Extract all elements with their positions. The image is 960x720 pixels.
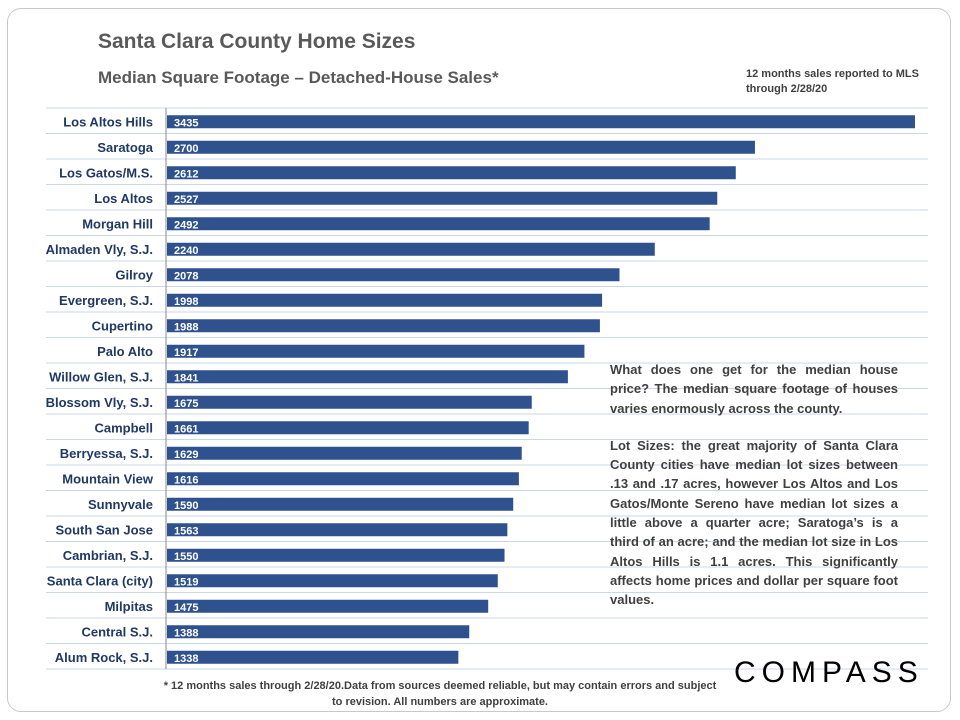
bar — [167, 574, 498, 588]
bar — [167, 344, 585, 358]
data-label: 1590 — [174, 500, 198, 512]
category-label: Mountain View — [62, 471, 154, 486]
data-label: 1475 — [174, 602, 198, 614]
data-label: 1519 — [174, 576, 198, 588]
category-label: Palo Alto — [97, 344, 153, 359]
category-label: Cambrian, S.J. — [63, 548, 153, 563]
commentary-paragraph-2: Lot Sizes: the great majority of Santa C… — [610, 437, 898, 608]
bar — [167, 115, 915, 129]
category-label: Milpitas — [105, 599, 153, 614]
bar — [167, 395, 532, 409]
data-label: 2700 — [174, 143, 198, 155]
data-label: 1388 — [174, 627, 198, 639]
bar — [167, 625, 470, 639]
data-label: 1988 — [174, 321, 198, 333]
bar — [167, 650, 459, 664]
category-label: Los Altos — [94, 191, 153, 206]
data-label: 1917 — [174, 347, 198, 359]
data-label: 3435 — [174, 117, 198, 129]
category-label: Los Gatos/M.S. — [59, 165, 153, 180]
data-label: 1661 — [174, 423, 198, 435]
page-title: Santa Clara County Home Sizes — [98, 30, 416, 53]
footnote: * 12 months sales through 2/28/20.Data f… — [163, 680, 717, 708]
bar — [167, 370, 568, 384]
category-label: Almaden Vly, S.J. — [46, 242, 153, 257]
category-label: Cupertino — [92, 318, 153, 333]
category-label: Blossom Vly, S.J. — [46, 395, 153, 410]
category-label: Los Altos Hills — [63, 114, 153, 129]
category-label: Sunnyvale — [88, 497, 153, 512]
category-label: Evergreen, S.J. — [59, 293, 153, 308]
data-label: 1841 — [174, 372, 198, 384]
category-label: Morgan Hill — [82, 216, 153, 231]
data-label: 2527 — [174, 194, 198, 206]
category-label: Alum Rock, S.J. — [55, 650, 153, 665]
bar — [167, 217, 710, 231]
bar — [167, 319, 600, 333]
source-note: 12 months sales reported to MLS through … — [746, 68, 919, 95]
bar — [167, 472, 519, 486]
category-label: Santa Clara (city) — [47, 573, 153, 588]
bar — [167, 523, 508, 537]
data-label: 1550 — [174, 551, 198, 563]
data-label: 2240 — [174, 245, 198, 257]
slide-frame — [7, 8, 951, 712]
category-label: Campbell — [94, 420, 153, 435]
data-label: 2492 — [174, 219, 198, 231]
category-label: Gilroy — [115, 267, 153, 282]
bar — [167, 446, 522, 460]
bar — [167, 599, 489, 613]
category-label: Saratoga — [97, 140, 153, 155]
data-label: 1616 — [174, 474, 198, 486]
data-label: 1338 — [174, 653, 198, 665]
compass-logo: COMPASS — [734, 656, 924, 689]
data-label: 1629 — [174, 449, 198, 461]
bar — [167, 421, 529, 435]
data-label: 1998 — [174, 296, 198, 308]
category-label: Central S.J. — [81, 624, 153, 639]
bar — [167, 140, 755, 154]
chart-subtitle: Median Square Footage – Detached-House S… — [98, 68, 499, 87]
category-label: Willow Glen, S.J. — [49, 369, 153, 384]
bar — [167, 268, 620, 282]
commentary-textbox: What does one get for the median house p… — [610, 360, 898, 628]
category-label: South San Jose — [55, 522, 153, 537]
data-label: 1563 — [174, 525, 198, 537]
data-label: 2078 — [174, 270, 198, 282]
commentary-paragraph-1: What does one get for the median house p… — [610, 362, 898, 416]
bar — [167, 191, 718, 205]
bar — [167, 497, 514, 511]
data-label: 1675 — [174, 398, 198, 410]
bar — [167, 548, 505, 562]
bar — [167, 293, 603, 307]
bar — [167, 242, 655, 256]
data-label: 2612 — [174, 168, 198, 180]
bar — [167, 166, 736, 180]
category-label: Berryessa, S.J. — [60, 446, 153, 461]
